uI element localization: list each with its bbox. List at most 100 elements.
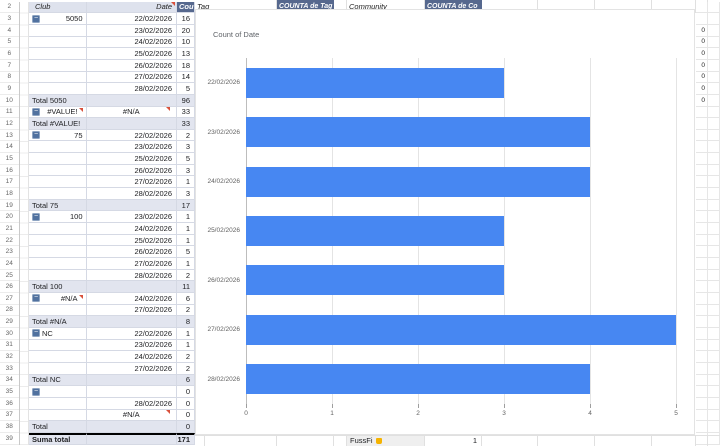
cell[interactable] bbox=[708, 199, 720, 212]
cell[interactable] bbox=[708, 211, 720, 224]
cell[interactable] bbox=[708, 327, 720, 340]
pivot-cell-count[interactable]: 96 bbox=[177, 94, 195, 107]
pivot-cell-club[interactable]: − 75 bbox=[29, 129, 87, 142]
collapse-button[interactable]: − bbox=[32, 329, 40, 338]
row-number[interactable]: 28 bbox=[0, 305, 19, 317]
pivot-cell-date[interactable]: 28/02/2026 bbox=[86, 269, 177, 282]
row-number[interactable]: 7 bbox=[0, 60, 19, 72]
pivot-cell-date[interactable]: 22/02/2026 bbox=[86, 129, 177, 142]
pivot-cell-club[interactable] bbox=[29, 269, 87, 282]
header-cell-empty[interactable] bbox=[538, 0, 595, 13]
row-number[interactable]: 19 bbox=[0, 200, 19, 212]
pivot-cell-club[interactable]: Total #N/A bbox=[29, 316, 87, 328]
cell[interactable] bbox=[696, 339, 708, 352]
pivot-cell-club[interactable] bbox=[29, 36, 87, 49]
pivot-cell-date[interactable]: 23/02/2026 bbox=[86, 339, 177, 352]
pivot-cell-club[interactable] bbox=[29, 362, 87, 375]
cell[interactable] bbox=[708, 246, 720, 259]
cell[interactable] bbox=[696, 164, 708, 177]
cell[interactable] bbox=[696, 281, 708, 293]
row-number[interactable]: 2 bbox=[0, 2, 19, 14]
pivot-cell-count[interactable]: 10 bbox=[177, 36, 195, 49]
cell[interactable] bbox=[708, 316, 720, 328]
cell[interactable] bbox=[696, 304, 708, 317]
cell-count[interactable]: 1 bbox=[425, 435, 482, 446]
cell[interactable] bbox=[696, 269, 708, 282]
row-number[interactable]: 23 bbox=[0, 246, 19, 259]
pivot-cell-date[interactable]: 25/02/2026 bbox=[86, 153, 177, 165]
pivot-cell-count[interactable]: 16 bbox=[177, 13, 195, 25]
pivot-cell-date[interactable] bbox=[86, 118, 177, 130]
pivot-cell-date[interactable]: Date bbox=[86, 1, 177, 14]
cell[interactable] bbox=[696, 362, 708, 375]
cell[interactable] bbox=[696, 316, 708, 328]
pivot-cell-date[interactable]: 24/02/2026 bbox=[86, 351, 177, 363]
row-number[interactable]: 8 bbox=[0, 72, 19, 84]
pivot-cell-club[interactable]: − NC bbox=[29, 327, 87, 340]
pivot-cell-count[interactable]: 0 bbox=[177, 421, 195, 433]
pivot-cell-club[interactable]: − #VALUE! bbox=[29, 106, 87, 119]
pivot-cell-date[interactable]: 28/02/2026 bbox=[86, 188, 177, 200]
pivot-cell-club[interactable]: Club bbox=[29, 1, 87, 14]
cell[interactable] bbox=[708, 421, 720, 433]
pivot-cell-club[interactable]: Total 100 bbox=[29, 281, 87, 293]
cell[interactable] bbox=[696, 351, 708, 363]
pivot-cell-count[interactable]: 8 bbox=[177, 316, 195, 328]
header-cell-community[interactable]: Community bbox=[347, 0, 425, 13]
pivot-cell-club[interactable] bbox=[29, 409, 87, 422]
cell[interactable]: 0 bbox=[696, 48, 708, 60]
row-number[interactable]: 14 bbox=[0, 141, 19, 154]
pivot-cell-count[interactable]: 17 bbox=[177, 199, 195, 212]
cell[interactable] bbox=[708, 188, 720, 200]
cell[interactable] bbox=[696, 421, 708, 433]
row-number[interactable]: 34 bbox=[0, 375, 19, 387]
cell[interactable] bbox=[696, 106, 708, 119]
pivot-cell-count[interactable]: 2 bbox=[177, 351, 195, 363]
row-number[interactable]: 15 bbox=[0, 153, 19, 165]
row-number[interactable]: 12 bbox=[0, 118, 19, 130]
cell[interactable] bbox=[696, 118, 708, 130]
pivot-cell-date[interactable] bbox=[86, 94, 177, 107]
pivot-cell-date[interactable]: 27/02/2026 bbox=[86, 362, 177, 375]
pivot-cell-date[interactable]: 27/02/2026 bbox=[86, 258, 177, 270]
chart-card[interactable]: Count of Date 0 1 2 3 4 5 22/02/2026 23/02/2026… bbox=[195, 9, 695, 435]
row-number[interactable]: 4 bbox=[0, 25, 19, 37]
cell[interactable] bbox=[696, 374, 708, 387]
cell[interactable] bbox=[708, 304, 720, 317]
cell[interactable] bbox=[708, 362, 720, 375]
pivot-cell-club[interactable]: Suma total bbox=[29, 432, 87, 445]
row-number[interactable]: 9 bbox=[0, 83, 19, 95]
pivot-cell-club[interactable] bbox=[29, 141, 87, 154]
cell[interactable] bbox=[708, 409, 720, 422]
cell[interactable] bbox=[708, 258, 720, 270]
pivot-cell-count[interactable]: 14 bbox=[177, 71, 195, 84]
pivot-cell-count[interactable]: 2 bbox=[177, 129, 195, 142]
pivot-cell-count[interactable]: 3 bbox=[177, 141, 195, 154]
row-number[interactable]: 30 bbox=[0, 328, 19, 340]
collapse-button[interactable]: − bbox=[32, 387, 40, 396]
cell[interactable] bbox=[696, 188, 708, 200]
pivot-cell-club[interactable] bbox=[29, 258, 87, 270]
pivot-cell-date[interactable] bbox=[86, 281, 177, 293]
pivot-cell-club[interactable] bbox=[29, 246, 87, 259]
cell[interactable] bbox=[696, 199, 708, 212]
cell[interactable]: 0 bbox=[696, 36, 708, 49]
cell[interactable] bbox=[205, 435, 277, 446]
pivot-cell-club[interactable] bbox=[29, 176, 87, 189]
cell[interactable] bbox=[696, 176, 708, 189]
pivot-cell-club[interactable]: Total 75 bbox=[29, 199, 87, 212]
header-cell-tag[interactable]: Tag bbox=[195, 0, 277, 13]
cell[interactable] bbox=[708, 48, 720, 60]
cell[interactable] bbox=[708, 269, 720, 282]
row-number[interactable]: 33 bbox=[0, 363, 19, 375]
cell[interactable] bbox=[195, 435, 205, 446]
cell[interactable] bbox=[696, 141, 708, 154]
row-number[interactable]: 13 bbox=[0, 130, 19, 142]
pivot-cell-date[interactable]: 25/02/2026 bbox=[86, 234, 177, 247]
collapse-button[interactable]: − bbox=[32, 131, 40, 140]
row-number[interactable]: 39 bbox=[0, 433, 19, 445]
pivot-cell-club[interactable]: − bbox=[29, 386, 87, 398]
pivot-cell-count[interactable]: 1 bbox=[177, 211, 195, 224]
row-number[interactable]: 6 bbox=[0, 48, 19, 60]
cell[interactable] bbox=[708, 71, 720, 84]
